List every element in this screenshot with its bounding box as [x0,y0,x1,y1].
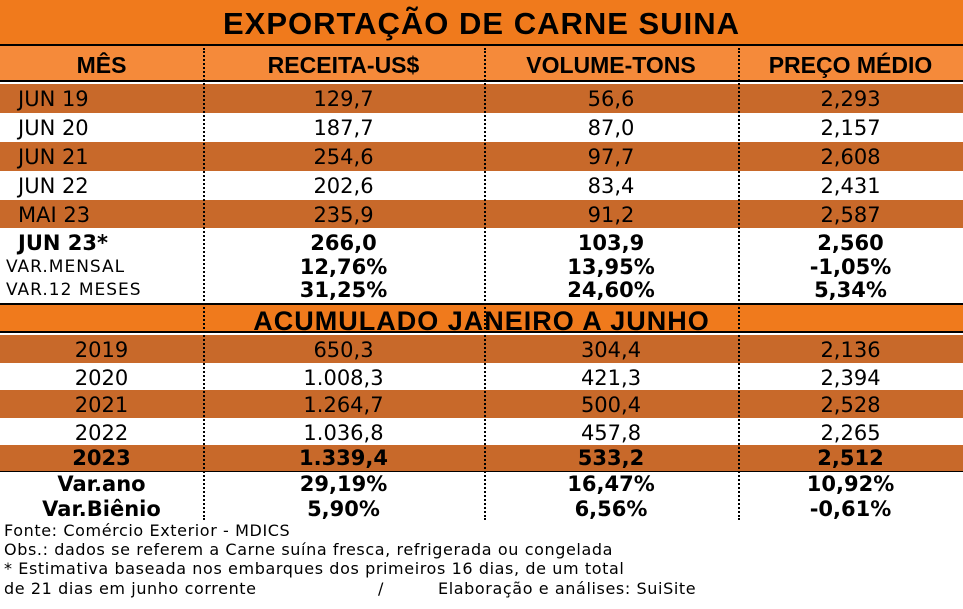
table-row: 2021 1.264,7 500,4 2,528 [0,390,963,418]
section-title: ACUMULADO JANEIRO A JUNHO [0,303,963,336]
cell-receita: 1.008,3 [303,366,384,390]
cell-preco: 2,528 [820,393,881,417]
column-divider [203,48,205,520]
cell-receita: 12,76% [299,255,388,279]
row-label: Var.ano [57,472,146,496]
cell-receita: 5,90% [307,497,380,521]
header-row: MÊS RECEITA-US$ VOLUME-TONS PREÇO MÉDIO [0,46,963,82]
cell-volume: 6,56% [574,497,648,521]
obs-note: Obs.: dados se referem a Carne suína fre… [4,540,614,559]
cell-volume: 83,4 [587,174,635,198]
cell-receita: 650,3 [313,338,374,362]
row-label: JUN 20 [18,116,89,140]
separator: / [378,579,384,598]
header-receita: RECEITA-US$ [267,52,420,78]
table-row: MAI 23 235,9 91,2 2,587 [0,200,963,229]
header-mes: MÊS [76,52,127,78]
cell-volume: 304,4 [580,338,642,362]
cell-receita: 235,9 [313,203,374,227]
table-row: 2023 1.339,4 533,2 2,512 [0,445,963,471]
row-label: VAR.12 MESES [6,280,142,300]
row-label: 2020 [74,366,129,390]
credit-note: Elaboração e análises: SuiSite [438,579,697,598]
row-label: 2023 [72,446,131,470]
cell-preco: 2,157 [820,116,881,140]
cell-volume: 533,2 [577,446,645,470]
cell-preco: 2,293 [820,87,881,111]
cell-receita: 1.264,7 [303,393,384,417]
row-label: Var.Biênio [42,497,161,521]
var-row: VAR.MENSAL 12,76% 13,95% -1,05% [0,256,963,280]
cell-volume: 16,47% [567,472,655,496]
cell-volume: 421,3 [580,366,642,390]
var-row: VAR.12 MESES 31,25% 24,60% 5,34% [0,279,963,303]
cell-volume: 500,4 [580,393,642,417]
source-note: Fonte: Comércio Exterior - MDICS [4,521,291,540]
var-row: Var.Biênio 5,90% 6,56% -0,61% [0,497,963,521]
row-label: VAR.MENSAL [6,257,126,277]
cell-preco: 2,394 [820,366,881,390]
cell-volume: 13,95% [567,255,655,279]
cell-volume: 87,0 [587,116,635,140]
cell-preco: 2,608 [820,145,881,169]
table-row: 2022 1.036,8 457,8 2,265 [0,418,963,445]
cell-volume: 91,2 [587,203,635,227]
header-volume: VOLUME-TONS [526,52,696,78]
var-row: Var.ano 29,19% 16,47% 10,92% [0,472,963,497]
cell-preco: 10,92% [806,472,895,496]
cell-receita: 187,7 [313,116,374,140]
table-row: 2019 650,3 304,4 2,136 [0,335,963,363]
row-label: JUN 22 [18,174,89,198]
cell-preco: 2,587 [820,203,881,227]
row-label: JUN 19 [18,87,89,111]
row-label: 2019 [74,338,129,362]
table-row: JUN 20 187,7 87,0 2,157 [0,113,963,142]
cell-volume: 457,8 [580,421,642,445]
table-row: JUN 19 129,7 56,6 2,293 [0,84,963,113]
cell-volume: 24,60% [567,278,655,302]
cell-preco: 5,34% [814,278,887,302]
table-row: JUN 22 202,6 83,4 2,431 [0,171,963,200]
cell-preco: 2,512 [817,446,884,470]
cell-preco: 2,560 [817,231,884,255]
table-row: 2020 1.008,3 421,3 2,394 [0,363,963,390]
table-row: JUN 23* 266,0 103,9 2,560 [0,228,963,257]
row-label: JUN 21 [18,145,89,169]
cell-receita: 31,25% [299,278,388,302]
table-row: JUN 21 254,6 97,7 2,608 [0,142,963,171]
cell-receita: 202,6 [313,174,374,198]
cell-volume: 103,9 [577,231,645,255]
row-label: 2022 [74,421,129,445]
cell-preco: 2,431 [820,174,881,198]
row-label: JUN 23* [18,231,108,255]
cell-preco: 2,136 [820,338,881,362]
cell-volume: 97,7 [587,145,635,169]
estimate-note: * Estimativa baseada nos embarques dos p… [4,559,625,578]
header-preco: PREÇO MÉDIO [768,52,933,78]
cell-receita: 29,19% [299,472,388,496]
cell-receita: 1.036,8 [303,421,384,445]
cell-receita: 1.339,4 [298,446,388,470]
cell-receita: 254,6 [313,145,374,169]
table-title: EXPORTAÇÃO DE CARNE SUINA [0,0,963,46]
cell-preco: -1,05% [809,255,892,279]
cell-preco: -0,61% [809,497,892,521]
cell-preco: 2,265 [820,421,881,445]
column-divider [738,48,740,520]
row-label: MAI 23 [18,203,91,227]
cell-receita: 129,7 [313,87,374,111]
estimate-note-cont: de 21 dias em junho corrente [4,579,257,598]
column-divider [484,48,486,520]
cell-volume: 56,6 [587,87,635,111]
row-label: 2021 [74,393,129,417]
cell-receita: 266,0 [310,231,377,255]
